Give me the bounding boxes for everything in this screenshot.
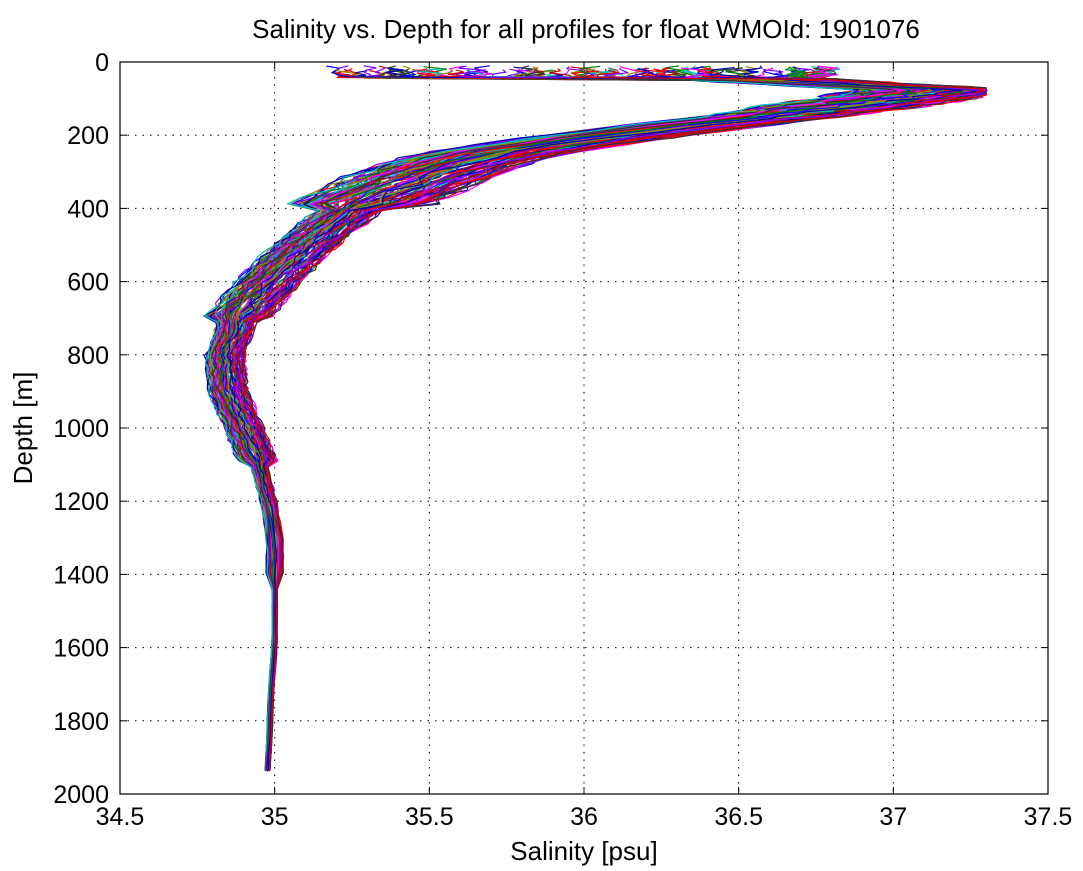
x-tick-label: 35.5 [405,803,454,831]
y-tick-label: 600 [67,269,109,297]
profile-line [224,68,945,753]
profile-lines [202,65,989,772]
y-tick-label: 1000 [53,415,109,443]
profile-line [209,68,877,770]
profile-line [225,66,933,770]
chart-title: Salinity vs. Depth for all profiles for … [252,14,920,44]
x-tick-label: 36.5 [714,803,763,831]
y-tick-label: 800 [67,342,109,370]
y-tick-label: 1200 [53,488,109,516]
y-axis-label: Depth [m] [8,372,38,485]
profile-line [203,69,854,754]
y-tick-label: 1600 [53,635,109,663]
x-tick-label: 36 [570,803,598,831]
y-tick-label: 1800 [53,708,109,736]
x-tick-label: 34.5 [96,803,145,831]
x-tick-label: 35 [261,803,289,831]
profile-line [226,69,962,771]
y-tick-label: 400 [67,195,109,223]
y-tick-label: 200 [67,122,109,150]
x-tick-label: 37.5 [1024,803,1073,831]
profile-line [214,68,898,754]
y-axis-ticks: 0 200 400 600 800 1000 1200 1400 1600 1800 2000 [53,49,1048,809]
profile-line [236,68,985,772]
y-tick-label: 2000 [53,781,109,809]
x-axis-ticks: 34.5 35 35.5 36 36.5 37 37.5 [96,62,1073,831]
y-tick-label: 1400 [53,561,109,589]
y-tick-label: 0 [95,49,109,77]
profile-line [241,65,987,755]
x-axis-label: Salinity [psu] [510,836,657,866]
profile-line [218,68,915,754]
grid-lines [120,62,1048,794]
x-tick-label: 37 [879,803,907,831]
